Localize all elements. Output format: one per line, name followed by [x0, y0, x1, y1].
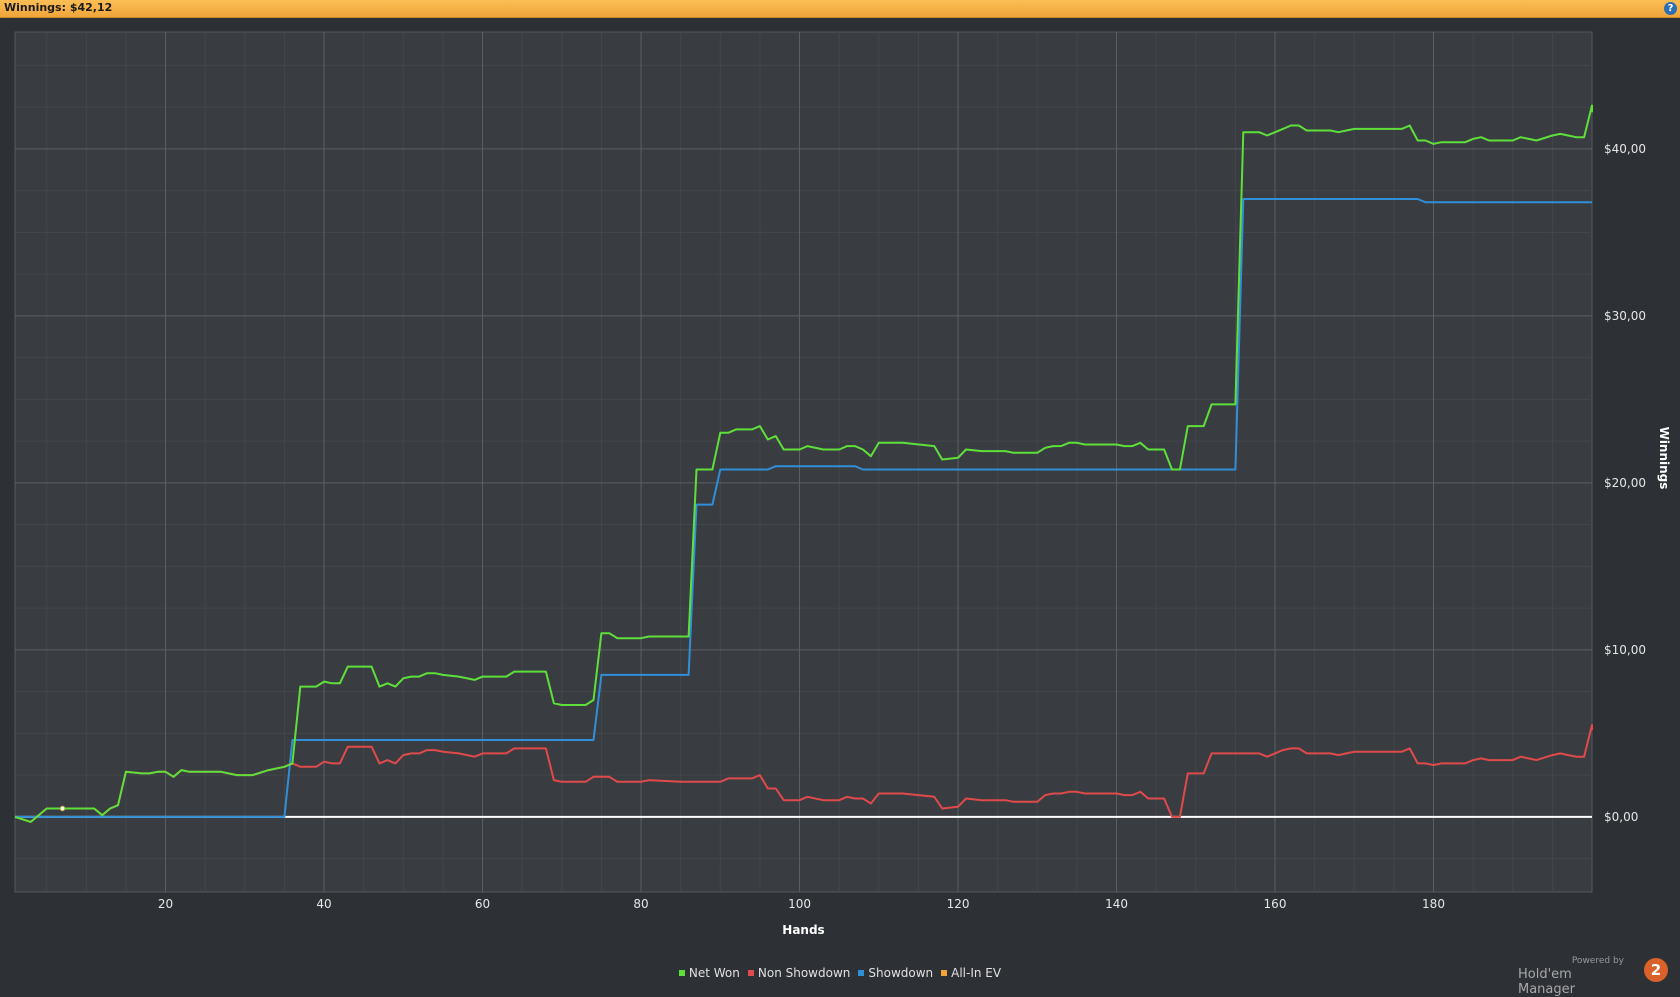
y-tick-label: $10,00: [1604, 643, 1646, 657]
product-name: Hold'em Manager: [1518, 967, 1575, 997]
legend-item[interactable]: Showdown: [858, 966, 933, 980]
hover-marker: [59, 805, 66, 812]
series-showdown-line: [15, 198, 1592, 818]
powered-by-label: Powered by: [1571, 956, 1624, 966]
legend-swatch: [858, 969, 865, 976]
y-tick-label: $20,00: [1604, 476, 1646, 490]
legend-swatch: [747, 969, 754, 976]
x-tick-label: 100: [788, 897, 811, 911]
y-axis-title: Winnings: [1657, 427, 1671, 490]
legend-label: Showdown: [868, 966, 934, 980]
x-tick-label: 180: [1422, 897, 1445, 911]
x-tick-label: 60: [475, 897, 490, 911]
x-tick-label: 120: [947, 897, 970, 911]
title-bar: Winnings: $42,12 ?: [0, 0, 1680, 18]
legend-label: All-In EV: [951, 966, 1002, 980]
x-tick-label: 160: [1264, 897, 1287, 911]
legend-item[interactable]: All-In EV: [941, 966, 1001, 980]
y-tick-label: $40,00: [1604, 142, 1646, 156]
y-tick-label: $30,00: [1604, 309, 1646, 323]
branding: Powered by Hold'em Manager 2: [1518, 956, 1668, 997]
x-tick-label: 80: [633, 897, 648, 911]
question-icon[interactable]: ?: [1664, 2, 1677, 15]
legend-item[interactable]: Net Won: [678, 966, 740, 980]
legend-label: Non Showdown: [757, 966, 851, 980]
series-net-won-line: [14, 104, 1593, 823]
x-tick-label: 140: [1105, 897, 1128, 911]
y-tick-label: $0,00: [1604, 810, 1638, 824]
legend-item[interactable]: Non Showdown: [747, 966, 851, 980]
winnings-chart: 20 40 60 80 100 120 140 160 180 $0,00 $10,00 $20,00…: [14, 31, 1671, 937]
legend-swatch: [678, 969, 685, 976]
plot-area: [14, 31, 1593, 893]
x-tick-label: 20: [158, 897, 173, 911]
legend-swatch: [941, 969, 948, 976]
chart-legend: Net Won Non Showdown Showdown All-In EV: [0, 966, 1680, 984]
x-axis-title: Hands: [782, 923, 824, 937]
window-title: Winnings: $42,12: [4, 1, 113, 14]
legend-label: Net Won: [688, 966, 740, 980]
holdem-manager-logo-icon: 2: [1644, 958, 1668, 982]
x-tick-label: 40: [316, 897, 331, 911]
